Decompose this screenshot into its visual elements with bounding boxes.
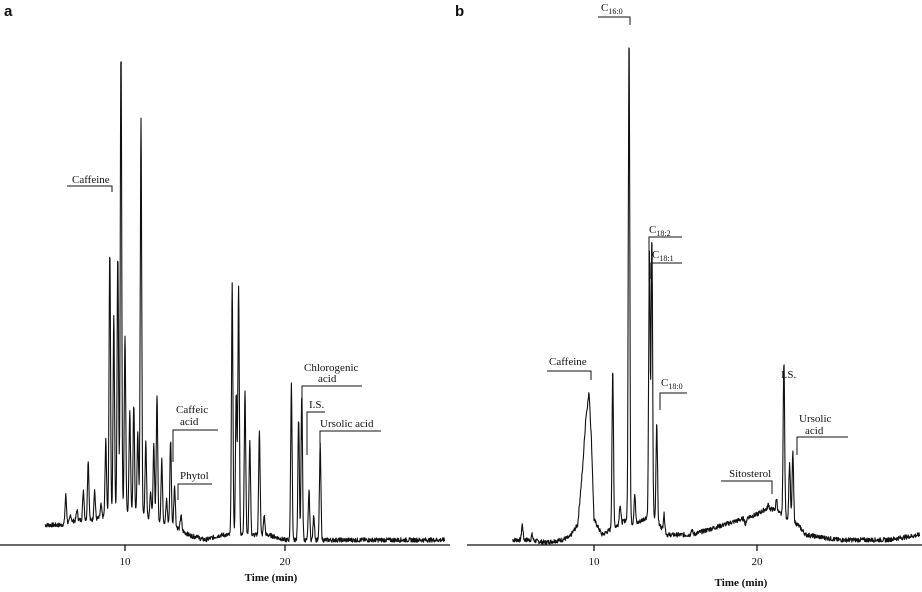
panel-a-x-axis-label: Time (min) bbox=[245, 572, 298, 584]
annotation-c18-1-label: C18:1 bbox=[652, 249, 674, 263]
panel-a-letter: a bbox=[4, 3, 13, 20]
annotation-c18-2: C18:2 bbox=[648, 224, 682, 282]
annotation-c18-1: C18:1 bbox=[650, 249, 682, 279]
panel-b-tick-label-10: 10 bbox=[589, 556, 601, 568]
annotation-ursolic-acid-b-label-1: Ursolic bbox=[799, 413, 832, 425]
panel-b-chromatogram: b 10 20 Time (min) Caffeine C16:0 C18:2 … bbox=[455, 2, 922, 589]
annotation-is-b: I.S. bbox=[781, 369, 797, 381]
panel-b-tick-label-20: 20 bbox=[752, 556, 764, 568]
panel-a-tick-label-20: 20 bbox=[280, 556, 292, 568]
annotation-caffeine-b-label: Caffeine bbox=[549, 356, 587, 368]
annotation-ursolic-acid-b-label-2: acid bbox=[805, 425, 824, 437]
panel-b-x-axis-label: Time (min) bbox=[715, 577, 768, 589]
annotation-ursolic-acid-a-label: Ursolic acid bbox=[320, 418, 374, 430]
annotation-c16-0-label: C16:0 bbox=[601, 2, 623, 16]
annotation-phytol-label: Phytol bbox=[180, 470, 209, 482]
annotation-c18-0: C18:0 bbox=[659, 377, 687, 410]
annotation-caffeine-label: Caffeine bbox=[72, 174, 110, 186]
annotation-phytol: Phytol bbox=[177, 470, 212, 500]
panel-a-trace bbox=[44, 61, 446, 543]
annotation-chlorogenic-acid-label-1: Chlorogenic bbox=[304, 362, 358, 374]
panel-b-letter: b bbox=[455, 3, 464, 20]
annotation-is-a-label: I.S. bbox=[309, 399, 325, 411]
panel-a-chromatogram: a 10 20 Time (min) Caffeine Caffeic acid… bbox=[0, 3, 450, 584]
annotation-c16-0: C16:0 bbox=[598, 2, 631, 25]
annotation-c18-2-label: C18:2 bbox=[649, 224, 671, 238]
panel-a-tick-label-10: 10 bbox=[120, 556, 132, 568]
panel-b-trace bbox=[512, 47, 921, 545]
annotation-is-a: I.S. bbox=[306, 399, 325, 455]
annotation-sitosterol: Sitosterol bbox=[721, 468, 773, 494]
annotation-caffeine-b: Caffeine bbox=[547, 356, 592, 380]
annotation-caffeine: Caffeine bbox=[67, 174, 113, 192]
annotation-ursolic-acid-a: Ursolic acid bbox=[319, 418, 381, 445]
annotation-ursolic-acid-b: Ursolic acid bbox=[796, 413, 848, 455]
annotation-caffeic-acid-label-1: Caffeic bbox=[176, 404, 208, 416]
annotation-sitosterol-label: Sitosterol bbox=[729, 468, 771, 480]
annotation-caffeic-acid-label-2: acid bbox=[180, 416, 199, 428]
annotation-is-b-label: I.S. bbox=[781, 369, 797, 381]
annotation-c18-0-label: C18:0 bbox=[661, 377, 683, 391]
annotation-caffeic-acid: Caffeic acid bbox=[172, 404, 218, 462]
annotation-chlorogenic-acid: Chlorogenic acid bbox=[301, 362, 362, 440]
annotation-chlorogenic-acid-label-2: acid bbox=[318, 373, 337, 385]
